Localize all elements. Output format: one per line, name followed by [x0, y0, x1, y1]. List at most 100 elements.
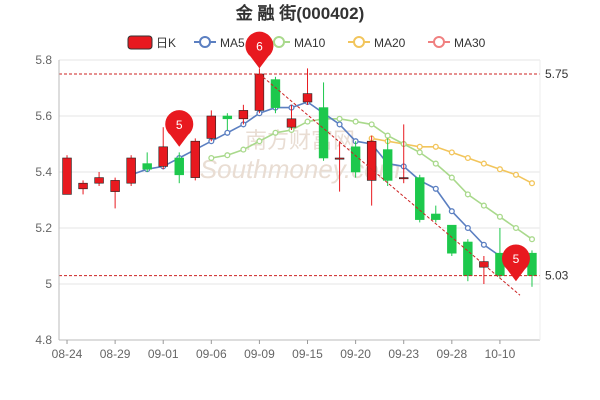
candle-body	[190, 140, 200, 178]
ma20-point	[416, 143, 423, 150]
legend-item-ma5[interactable]: MA5	[194, 36, 245, 50]
candle	[78, 180, 88, 195]
candle	[62, 155, 72, 195]
candle-body	[479, 261, 489, 268]
candle	[334, 141, 345, 192]
y-tick-label: 4.8	[35, 333, 52, 347]
candle-body	[399, 177, 409, 180]
ma20-point	[528, 180, 536, 187]
pin-shape	[501, 244, 530, 282]
pin-shape	[245, 31, 274, 69]
pin-label: 6	[256, 39, 263, 53]
ma10-point	[240, 146, 247, 153]
ma5-point	[224, 129, 231, 136]
ma10-point	[384, 132, 391, 139]
ma5-point	[448, 208, 455, 215]
ma10-point	[224, 152, 231, 159]
y-tick-label: 5.2	[35, 221, 52, 235]
pin-label: 5	[176, 118, 183, 132]
axes: 4.8 5 5.2 5.4 5.6 5.8 08-24 08-29 09-01 09-06 09-0…	[35, 53, 541, 361]
ma5-point	[480, 241, 487, 248]
candle-body	[254, 73, 265, 111]
candle-body	[286, 118, 297, 128]
candle-body	[318, 107, 329, 159]
pin-marker: 5	[501, 244, 530, 282]
candle	[270, 76, 281, 114]
ref-line-label: 5.75	[545, 67, 569, 81]
watermark-line2: Southmoney.com	[200, 154, 400, 184]
y-tick-label: 5.6	[35, 109, 52, 123]
ma5-point	[464, 224, 471, 232]
ma10-point	[368, 121, 375, 128]
legend-label: MA5	[220, 36, 245, 50]
ma5-point	[336, 121, 343, 128]
candle-body	[174, 157, 184, 176]
x-tick-label: 08-24	[52, 347, 83, 361]
ma10-point	[352, 118, 359, 125]
chart-title: 金 融 街(000402)	[235, 3, 365, 23]
legend-label: MA10	[294, 36, 326, 50]
legend-label: MA30	[454, 36, 486, 50]
y-tick-label: 5.4	[35, 165, 52, 179]
candle-body	[463, 241, 473, 276]
watermark: 南方财富网 Southmoney.com	[200, 128, 400, 184]
y-tick-label: 5	[45, 277, 52, 291]
candle-body	[206, 115, 217, 139]
legend-item-日k[interactable]: 日K	[127, 35, 176, 50]
candle-body	[78, 182, 88, 190]
ma10-point	[432, 160, 439, 167]
y-tick-label: 5.8	[35, 53, 52, 67]
candle	[110, 177, 120, 209]
ma10-point	[304, 118, 311, 125]
pin-label: 5	[513, 252, 520, 266]
ma10-point	[416, 149, 423, 156]
candle	[190, 138, 200, 181]
legend-item-ma20[interactable]: MA20	[348, 36, 406, 50]
ma10-point	[256, 138, 263, 145]
candle-body	[238, 110, 249, 120]
legend-candle-swatch	[127, 35, 153, 50]
candle	[382, 138, 393, 186]
legend-label: MA20	[374, 36, 406, 50]
trend-line	[259, 73, 521, 296]
candle	[463, 239, 473, 282]
x-tick-label: 08-29	[100, 347, 131, 361]
ma10-point	[272, 129, 279, 136]
legend-label: 日K	[156, 36, 176, 50]
ma20-point	[480, 160, 487, 167]
legend-marker	[199, 36, 211, 48]
x-tick-label: 09-23	[388, 347, 419, 361]
legend[interactable]: 日K MA5 MA10 MA20 MA30	[127, 35, 486, 50]
x-tick-label: 09-20	[340, 347, 371, 361]
ma20-point	[448, 149, 455, 156]
candle	[318, 82, 329, 161]
candle	[350, 141, 361, 178]
candle-body	[142, 163, 152, 170]
candles	[62, 68, 537, 287]
legend-item-ma30[interactable]: MA30	[428, 36, 486, 50]
legend-item-ma10[interactable]: MA10	[268, 36, 326, 50]
candle-body	[110, 180, 120, 192]
candle-body	[366, 140, 377, 181]
ma5-point	[432, 185, 439, 192]
candle	[415, 174, 425, 223]
candle	[431, 205, 441, 223]
ma10-point	[208, 154, 215, 162]
x-tick-label: 09-28	[436, 347, 467, 361]
candle-body	[431, 213, 441, 220]
watermark-line1: 南方财富网	[245, 128, 355, 153]
grid	[59, 59, 540, 341]
candle	[399, 124, 409, 184]
legend-marker	[433, 36, 445, 48]
ma20-point	[496, 166, 503, 173]
candle-body	[334, 157, 345, 160]
candle-body	[270, 79, 281, 108]
x-tick-label: 09-09	[244, 347, 275, 361]
ma10-point	[336, 115, 343, 122]
candle-body	[126, 157, 136, 184]
candle	[366, 135, 377, 206]
candle	[238, 104, 249, 125]
ma10-point	[480, 202, 487, 209]
candle	[174, 152, 184, 184]
